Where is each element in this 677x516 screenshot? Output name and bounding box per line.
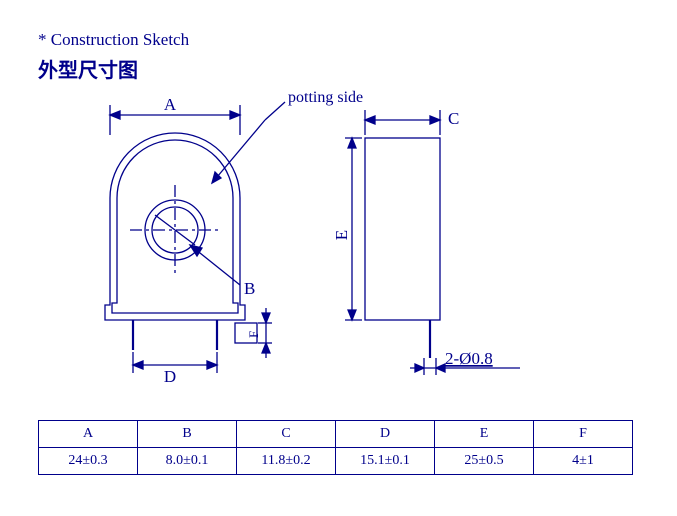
col-E: E <box>435 421 534 448</box>
dim-D-arrow-l <box>133 361 143 369</box>
label-C: C <box>448 109 459 128</box>
val-C: 11.8±0.2 <box>237 448 336 475</box>
dim-A-arrow-r <box>230 111 240 119</box>
col-F: F <box>534 421 633 448</box>
col-D: D <box>336 421 435 448</box>
dim-C-arrow-r <box>430 116 440 124</box>
label-D: D <box>164 367 176 386</box>
label-potting: potting side <box>288 89 363 106</box>
potting-leader-2 <box>265 102 285 120</box>
val-A: 24±0.3 <box>39 448 138 475</box>
dim-A-arrow-l <box>110 111 120 119</box>
dim-diam-arrow-r <box>436 364 445 372</box>
label-diam: 2-Ø0.8 <box>445 349 493 368</box>
table-value-row: 24±0.3 8.0±0.1 11.8±0.2 15.1±0.1 25±0.5 … <box>39 448 633 475</box>
side-body <box>365 138 440 320</box>
col-C: C <box>237 421 336 448</box>
dim-E-arrow-b <box>348 310 356 320</box>
dimension-table: A B C D E F 24±0.3 8.0±0.1 11.8±0.2 15.1… <box>38 420 633 475</box>
title-english: * Construction Sketch <box>38 30 189 50</box>
label-A: A <box>164 95 177 114</box>
val-E: 25±0.5 <box>435 448 534 475</box>
col-B: B <box>138 421 237 448</box>
label-B: B <box>244 279 255 298</box>
table-header-row: A B C D E F <box>39 421 633 448</box>
dim-F-arrow-b <box>262 343 270 353</box>
construction-drawing: A potting side B D F C E 2-Ø0.8 <box>0 80 677 400</box>
dim-E-arrow-t <box>348 138 356 148</box>
label-E: E <box>332 230 351 240</box>
dim-C-arrow-l <box>365 116 375 124</box>
dim-D-arrow-r <box>207 361 217 369</box>
val-F: 4±1 <box>534 448 633 475</box>
title-chinese: 外型尺寸图 <box>38 54 138 83</box>
col-A: A <box>39 421 138 448</box>
val-B: 8.0±0.1 <box>138 448 237 475</box>
dim-F-arrow-t <box>262 313 270 323</box>
dim-diam-arrow-l <box>415 364 424 372</box>
label-F: F <box>246 331 261 338</box>
val-D: 15.1±0.1 <box>336 448 435 475</box>
